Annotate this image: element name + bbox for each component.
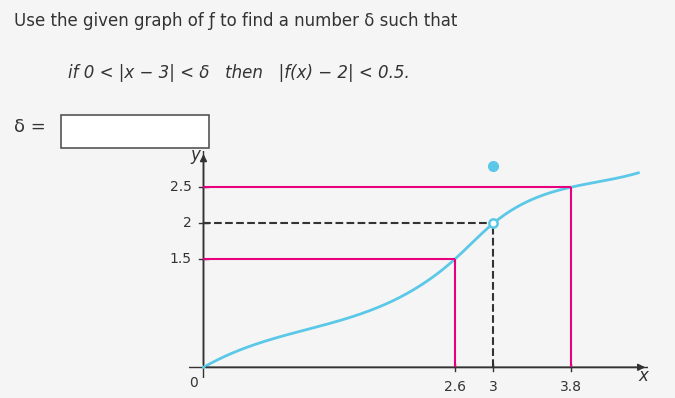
Text: Use the given graph of ƒ to find a number δ such that: Use the given graph of ƒ to find a numbe… xyxy=(14,12,457,30)
Text: x: x xyxy=(639,367,648,385)
FancyBboxPatch shape xyxy=(61,115,209,148)
Text: 2.6: 2.6 xyxy=(443,380,466,394)
Text: y: y xyxy=(191,146,200,164)
Text: 3.8: 3.8 xyxy=(560,380,582,394)
Text: 2: 2 xyxy=(183,216,192,230)
Text: δ =: δ = xyxy=(14,118,45,136)
Text: 2.5: 2.5 xyxy=(170,180,192,194)
Text: 1.5: 1.5 xyxy=(170,252,192,266)
Text: 3: 3 xyxy=(489,380,497,394)
Text: 0: 0 xyxy=(190,376,198,390)
Text: if 0 < |x − 3| < δ   then   |f(x) − 2| < 0.5.: if 0 < |x − 3| < δ then |f(x) − 2| < 0.5… xyxy=(68,64,409,82)
